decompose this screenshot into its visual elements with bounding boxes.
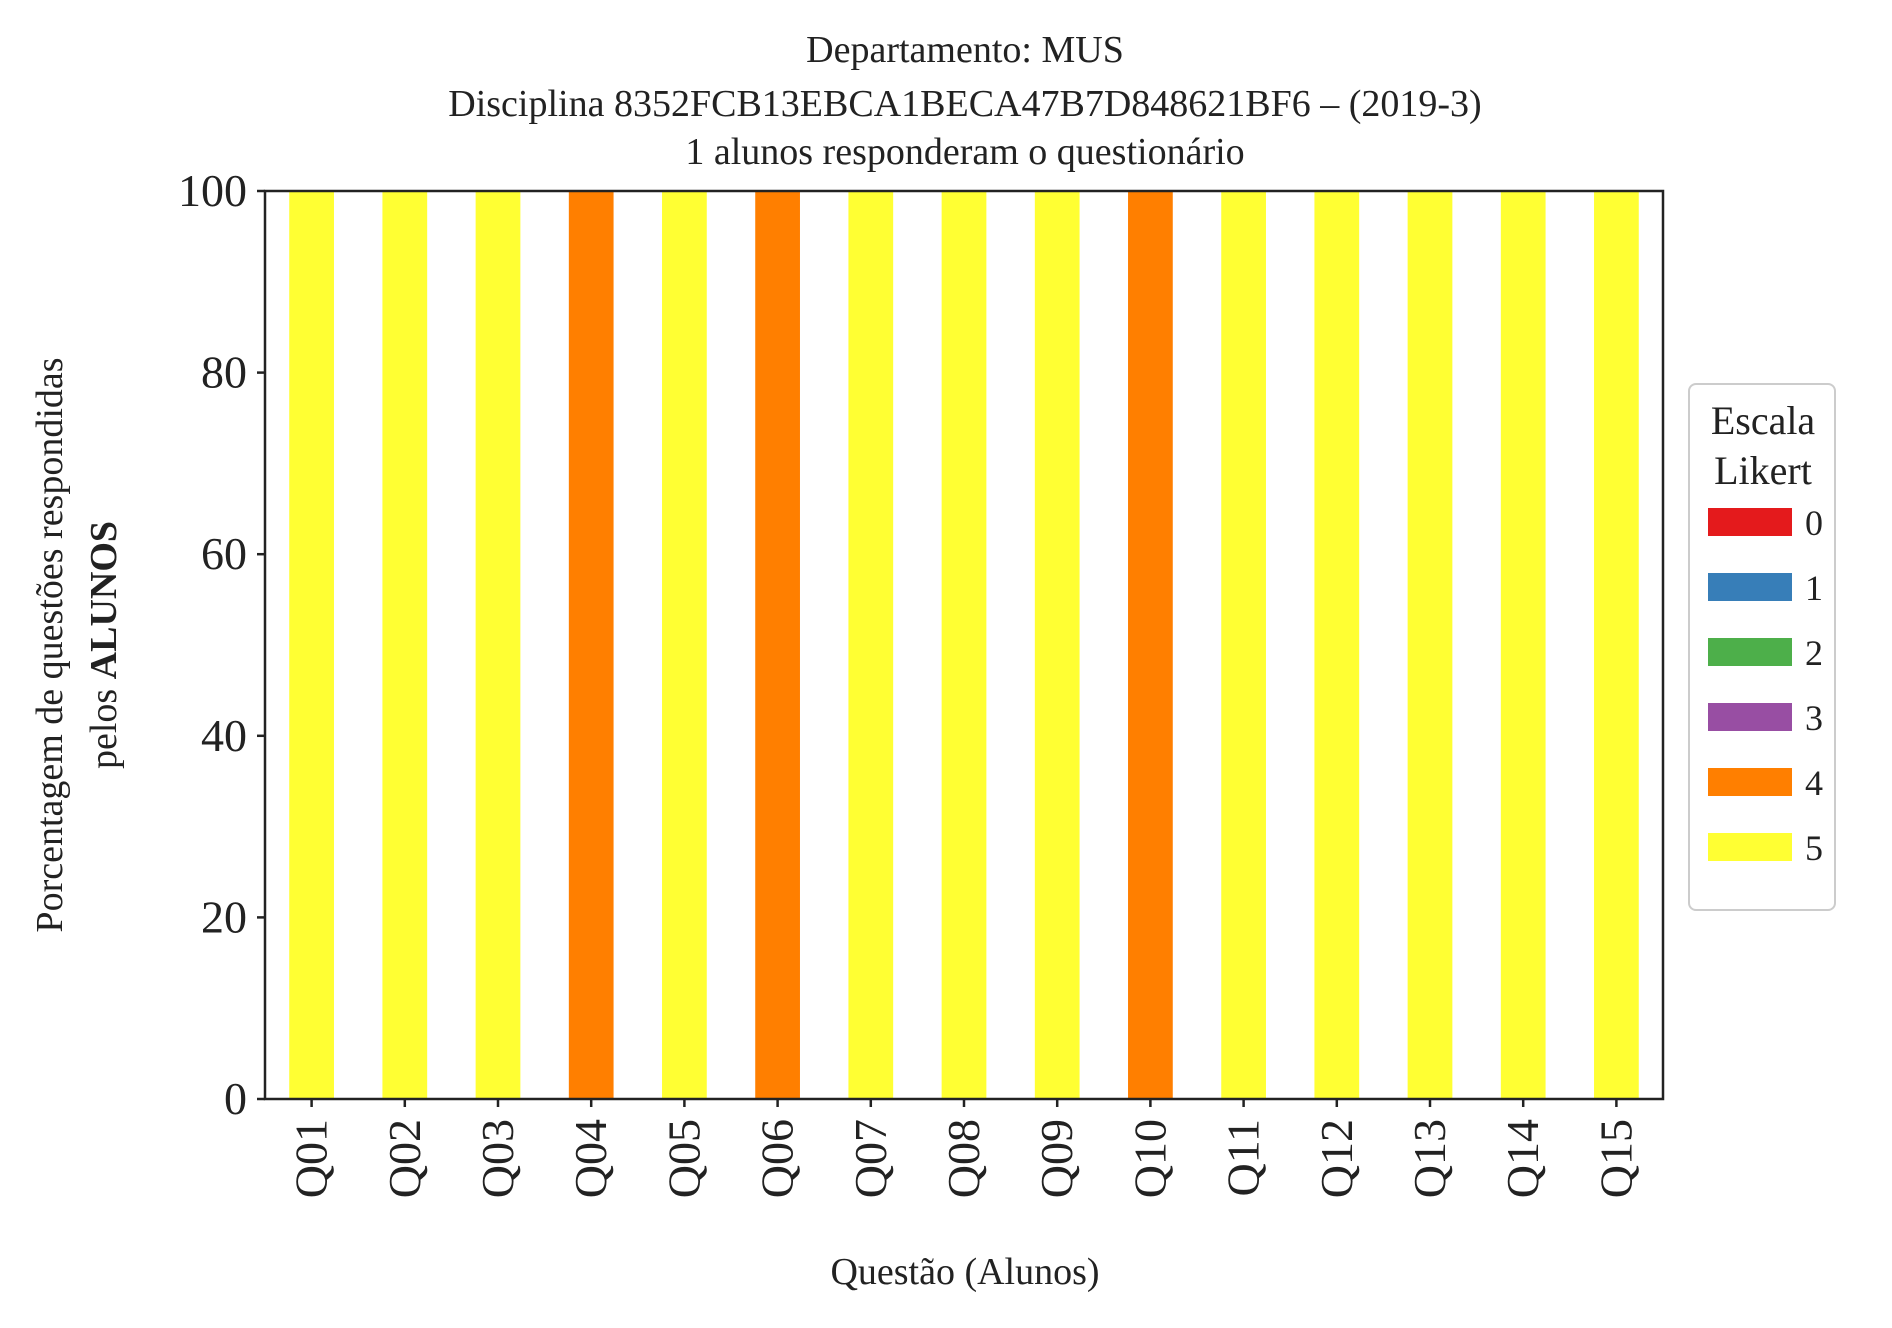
plot-frame [263,189,1665,1101]
x-tick-label: Q03 [472,1119,523,1198]
chart-title: Departamento: MUS Disciplina 8352FCB13EB… [448,29,1481,173]
x-axis: Q01 Q02 Q03 Q04 Q05 Q06 Q07 Q08 Q09 Q10 Q11 Q12 Q13 Q… [286,1099,1641,1198]
bar-q02-likert-5 [382,191,428,1099]
x-tick-label: Q07 [845,1119,896,1198]
x-tick-label: Q08 [938,1119,989,1198]
bar-q13-likert-5 [1407,191,1453,1099]
legend-label-5: 5 [1805,828,1823,868]
y-tick-label: 0 [224,1073,247,1124]
legend-swatch-2 [1708,638,1792,666]
legend-swatch-1 [1708,573,1792,601]
bar-q11-likert-5 [1221,191,1266,1099]
y-axis-label-prefix: pelos [83,679,125,769]
y-tick-label: 20 [201,891,247,942]
y-tick-label: 80 [201,347,247,398]
bar-q09-likert-5 [1034,191,1080,1099]
legend-label-3: 3 [1805,698,1823,738]
y-axis-label-line-2: pelos ALUNOS [83,521,125,769]
legend-swatch-5 [1708,833,1792,861]
x-tick-label: Q11 [1218,1119,1269,1197]
x-tick-label: Q10 [1124,1119,1175,1198]
bar-q03-likert-5 [475,191,521,1099]
y-axis-label-line-1: Porcentagem de questões respondidas [29,357,71,932]
x-tick-label: Q04 [565,1119,616,1198]
legend-label-4: 4 [1805,763,1823,803]
legend-label-2: 2 [1805,633,1823,673]
y-tick-label: 60 [201,528,247,579]
bar-q08-likert-5 [941,191,987,1099]
legend-label-0: 0 [1805,503,1823,543]
bar-q15-likert-5 [1594,191,1639,1099]
x-axis-label: Questão (Alunos) [830,1251,1099,1293]
legend-label-1: 1 [1805,568,1823,608]
x-tick-label: Q01 [286,1119,337,1198]
x-tick-label: Q14 [1497,1119,1548,1198]
legend-items: 0 1 2 3 4 5 [1708,503,1823,868]
legend-title-line-2: Likert [1714,448,1812,493]
bar-q05-likert-5 [662,191,707,1099]
x-tick-label: Q13 [1404,1119,1455,1198]
y-axis-label: Porcentagem de questões respondidas pelo… [29,357,125,932]
legend-title-line-1: Escala [1711,398,1816,443]
y-axis-label-bold: ALUNOS [83,521,125,679]
y-tick-label: 40 [201,710,247,761]
bar-q01-likert-5 [289,191,334,1099]
chart-title-line-2: Disciplina 8352FCB13EBCA1BECA47B7D848621… [448,83,1481,125]
y-axis: 0 20 40 60 80 100 [178,165,265,1124]
chart-title-line-3: 1 alunos responderam o questionário [685,131,1244,173]
x-tick-label: Q05 [658,1119,709,1198]
x-tick-label: Q02 [379,1119,430,1198]
y-tick-label: 100 [178,165,247,216]
x-tick-label: Q15 [1590,1119,1641,1198]
x-tick-label: Q06 [752,1119,803,1198]
x-tick-label: Q12 [1311,1119,1362,1198]
legend-swatch-0 [1708,508,1792,536]
bars-layer [289,191,1639,1099]
x-tick-label: Q09 [1031,1119,1082,1198]
bar-q07-likert-5 [848,191,894,1099]
legend-swatch-4 [1708,768,1792,796]
bar-q14-likert-5 [1500,191,1546,1099]
legend-swatch-3 [1708,703,1792,731]
bar-q10-likert-4 [1128,191,1173,1099]
chart-title-line-1: Departamento: MUS [806,29,1124,71]
bar-q04-likert-4 [568,191,614,1099]
legend: Escala Likert 0 1 2 3 4 5 [1688,383,1836,911]
bar-q06-likert-4 [755,191,800,1099]
bar-q12-likert-5 [1314,191,1360,1099]
